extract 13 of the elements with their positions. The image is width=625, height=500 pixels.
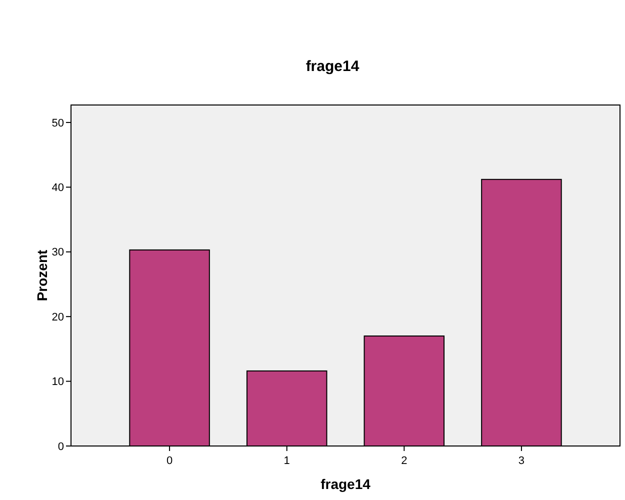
x-tick-label: 0 [166,455,173,467]
y-tick-label: 40 [52,182,64,194]
x-tick-label: 1 [284,455,290,467]
x-tick-label: 2 [401,455,408,467]
x-axis-title: frage14 [320,476,371,492]
y-tick-label: 30 [52,246,64,259]
y-tick-label: 10 [52,376,64,388]
y-tick-label: 0 [58,440,64,453]
y-tick-label: 20 [52,311,64,324]
chart-title: frage14 [306,58,360,75]
y-axis-title: Prozent [34,249,50,302]
y-tick-label: 50 [52,117,64,130]
x-tick-label: 3 [518,455,525,467]
